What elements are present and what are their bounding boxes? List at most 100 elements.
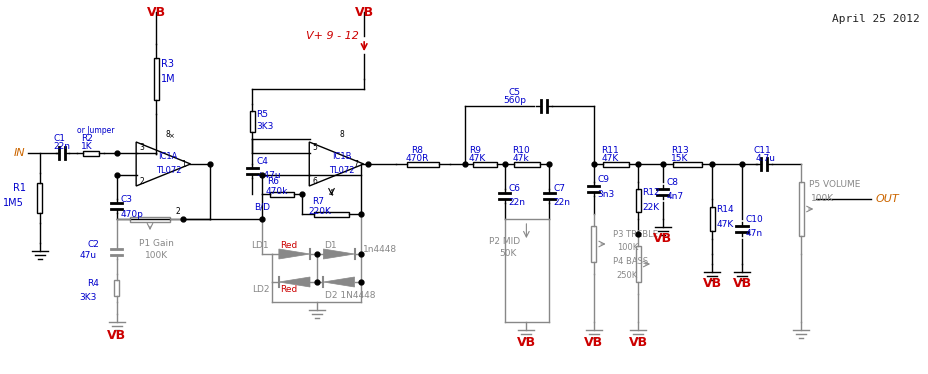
Bar	[83, 150, 98, 156]
Text: 50K: 50K	[498, 249, 516, 258]
Text: 3K3: 3K3	[80, 294, 97, 303]
Bar	[37, 183, 42, 213]
Text: 15K: 15K	[670, 154, 688, 163]
Text: 2: 2	[175, 207, 180, 216]
Polygon shape	[278, 277, 310, 287]
Text: 47K: 47K	[601, 154, 618, 163]
Bar	[590, 226, 596, 262]
Text: 3K3: 3K3	[256, 122, 274, 131]
Text: R5: R5	[256, 110, 268, 119]
Text: P2 MID: P2 MID	[488, 237, 520, 246]
Text: Red: Red	[279, 285, 297, 294]
Text: ×: ×	[168, 133, 174, 139]
Text: 7: 7	[353, 159, 358, 169]
Text: VB: VB	[731, 277, 751, 290]
Text: R2: R2	[81, 134, 93, 143]
Text: R4: R4	[87, 279, 99, 288]
Text: TL072: TL072	[329, 166, 354, 175]
Bar	[672, 162, 702, 166]
Text: VB: VB	[628, 336, 647, 349]
Text: C8: C8	[666, 178, 678, 187]
Text: V+ 9 - 12: V+ 9 - 12	[306, 31, 359, 41]
Text: 47u: 47u	[80, 251, 97, 261]
Text: VB: VB	[516, 336, 535, 349]
Text: 4.7u: 4.7u	[755, 154, 775, 163]
Text: 8: 8	[166, 130, 171, 139]
Bar	[406, 162, 439, 166]
Text: VB: VB	[147, 6, 166, 19]
Text: VB: VB	[702, 277, 721, 290]
Text: 47K: 47K	[715, 220, 733, 229]
Text: C5: C5	[508, 88, 520, 97]
Bar	[250, 111, 254, 132]
Text: or Jumper: or Jumper	[77, 126, 115, 135]
Text: 100K: 100K	[617, 242, 638, 251]
Text: 1M5: 1M5	[3, 198, 24, 208]
Text: 22n: 22n	[508, 197, 525, 206]
Text: 100K: 100K	[810, 193, 833, 202]
Text: 22n: 22n	[54, 142, 71, 151]
Text: 1: 1	[181, 159, 186, 169]
Text: 3n3: 3n3	[597, 190, 614, 199]
Text: R8: R8	[410, 146, 422, 155]
Text: R11: R11	[601, 146, 619, 155]
Text: 250K: 250K	[616, 270, 637, 279]
Text: 47n: 47n	[745, 229, 762, 237]
Text: 1n4448: 1n4448	[363, 245, 397, 254]
Text: 6: 6	[313, 177, 317, 186]
Text: R1: R1	[13, 183, 26, 193]
Text: P1 Gain: P1 Gain	[139, 239, 174, 248]
Text: 2: 2	[139, 177, 144, 186]
Text: R6: R6	[267, 177, 279, 186]
Text: 470R: 470R	[406, 154, 429, 163]
Text: 5: 5	[313, 142, 317, 151]
Text: C10: C10	[745, 215, 763, 224]
Text: April 25 2012: April 25 2012	[831, 14, 919, 24]
Text: C6: C6	[508, 184, 520, 193]
Bar	[114, 280, 119, 297]
Text: 220K: 220K	[308, 207, 331, 216]
Bar	[154, 58, 159, 100]
Polygon shape	[323, 277, 354, 287]
Text: R14: R14	[715, 205, 733, 214]
Text: VB: VB	[584, 336, 602, 349]
Text: 8: 8	[339, 130, 343, 139]
Text: C11: C11	[754, 146, 771, 155]
Text: LD1: LD1	[251, 242, 269, 251]
Bar	[635, 189, 640, 212]
Bar	[602, 162, 628, 166]
Text: LD2: LD2	[251, 285, 269, 294]
Bar	[130, 217, 170, 221]
Text: P5 VOLUME: P5 VOLUME	[808, 180, 859, 188]
Bar	[798, 182, 803, 236]
Text: C9: C9	[597, 175, 609, 184]
Polygon shape	[278, 249, 310, 259]
Text: C3: C3	[121, 194, 133, 203]
Text: IC1B: IC1B	[331, 151, 351, 160]
Bar	[314, 212, 349, 217]
Text: R7: R7	[312, 197, 323, 206]
Text: 1K: 1K	[81, 142, 93, 151]
Text: 560p: 560p	[502, 96, 525, 105]
Text: 22K: 22K	[641, 202, 659, 212]
Text: R12: R12	[641, 187, 659, 196]
Text: 470k: 470k	[265, 187, 288, 196]
Bar	[513, 162, 540, 166]
Text: 22n: 22n	[552, 197, 570, 206]
Text: B/D: B/D	[254, 202, 270, 211]
Text: 3: 3	[139, 142, 144, 151]
Bar	[270, 191, 293, 196]
Text: 470p: 470p	[121, 209, 144, 218]
Text: R3: R3	[161, 59, 174, 69]
Text: TL072: TL072	[155, 166, 181, 175]
Bar	[635, 246, 640, 282]
Text: P4 BASS: P4 BASS	[612, 258, 648, 267]
Text: +47u: +47u	[256, 171, 280, 180]
Bar	[472, 162, 496, 166]
Polygon shape	[323, 249, 354, 259]
Text: C4: C4	[256, 156, 268, 166]
Text: IC1A: IC1A	[159, 151, 178, 160]
Text: Red: Red	[279, 242, 297, 251]
Text: 1M: 1M	[161, 74, 175, 84]
Text: C1: C1	[54, 134, 66, 143]
